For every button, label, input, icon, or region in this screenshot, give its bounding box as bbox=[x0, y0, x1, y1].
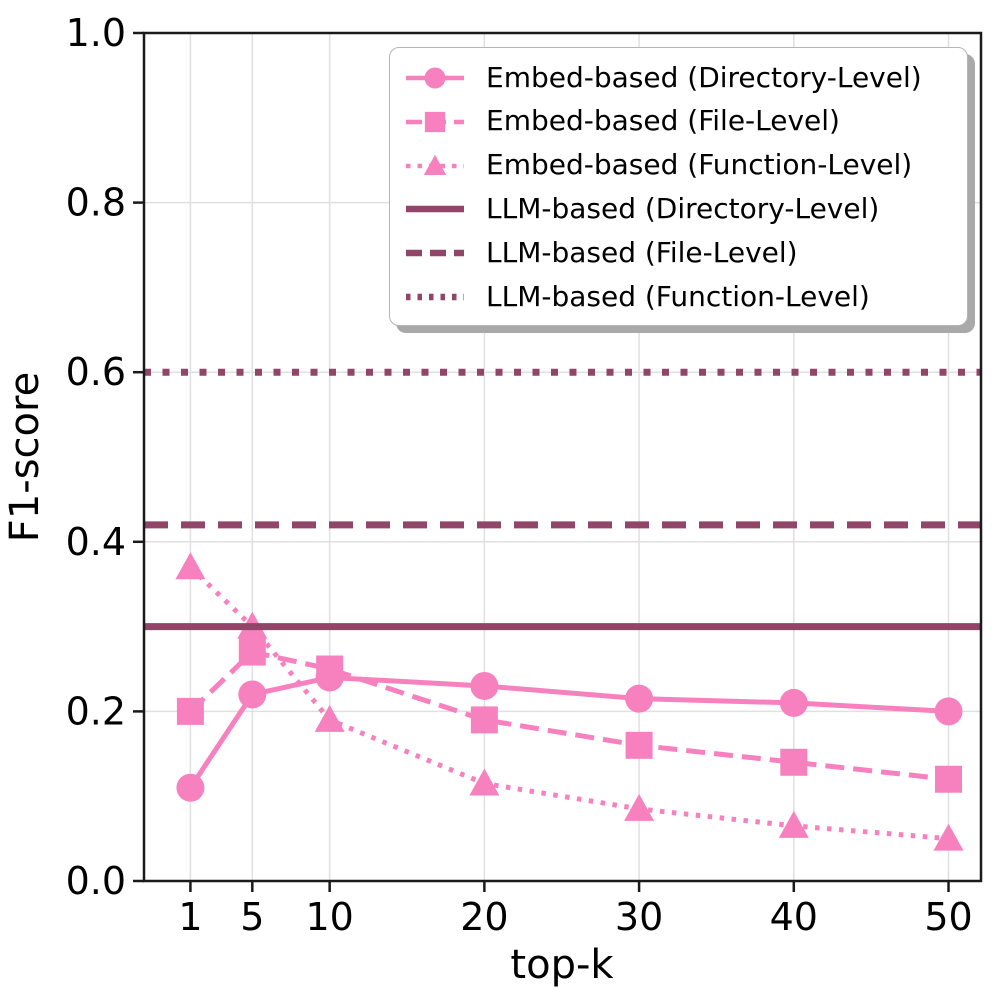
x-tick-label: 10 bbox=[305, 895, 353, 939]
legend-label-llm-file: LLM-based (File-Level) bbox=[486, 235, 798, 269]
y-tick-label: 0.6 bbox=[66, 350, 126, 394]
legend-label-embed-function: Embed-based (Function-Level) bbox=[486, 148, 913, 182]
legend-item-llm-directory: LLM-based (Directory-Level) bbox=[404, 192, 959, 225]
dashed-line-square-marker-icon bbox=[406, 111, 464, 132]
series-embed-directory bbox=[176, 663, 963, 802]
legend-label-embed-file: Embed-based (File-Level) bbox=[486, 104, 840, 138]
dotted-line-triangle-marker-icon bbox=[406, 154, 464, 175]
y-tick-label: 0.2 bbox=[66, 689, 126, 733]
legend: Embed-based (Directory-Level) Embed-base… bbox=[389, 47, 968, 326]
legend-item-embed-directory: Embed-based (Directory-Level) bbox=[404, 60, 959, 94]
x-axis: 1 5 10 20 30 40 50 bbox=[178, 881, 973, 939]
legend-label-llm-directory: LLM-based (Directory-Level) bbox=[486, 192, 880, 225]
legend-item-llm-file: LLM-based (File-Level) bbox=[404, 235, 959, 269]
x-axis-label: top-k bbox=[510, 942, 614, 988]
plot-spines bbox=[142, 31, 983, 883]
legend-item-llm-function: LLM-based (Function-Level) bbox=[404, 279, 959, 313]
x-tick-label: 30 bbox=[615, 895, 663, 939]
y-tick-label: 0.4 bbox=[66, 520, 126, 564]
x-tick-label: 5 bbox=[240, 895, 264, 939]
x-tick-label: 50 bbox=[924, 895, 972, 939]
y-tick-label: 0.0 bbox=[66, 859, 126, 903]
y-axis: 0.0 0.2 0.4 0.6 0.8 1.0 bbox=[66, 11, 144, 903]
legend-label-llm-function: LLM-based (Function-Level) bbox=[486, 279, 870, 313]
x-tick-label: 20 bbox=[460, 895, 508, 939]
y-axis-label: F1-score bbox=[2, 372, 48, 542]
series-embed-function bbox=[175, 552, 964, 851]
solid-line-icon bbox=[406, 206, 464, 213]
x-tick-label: 40 bbox=[770, 895, 818, 939]
legend-item-embed-function: Embed-based (Function-Level) bbox=[404, 148, 959, 182]
x-tick-label: 1 bbox=[178, 895, 202, 939]
legend-item-embed-file: Embed-based (File-Level) bbox=[404, 106, 959, 137]
solid-line-circle-marker-icon bbox=[406, 67, 464, 89]
series-embed-file bbox=[176, 638, 963, 793]
y-tick-label: 0.8 bbox=[66, 181, 126, 225]
y-tick-label: 1.0 bbox=[66, 11, 126, 55]
dashed-line-icon bbox=[406, 249, 464, 257]
legend-label-embed-directory: Embed-based (Directory-Level) bbox=[486, 60, 922, 94]
dotted-line-icon bbox=[406, 293, 464, 301]
